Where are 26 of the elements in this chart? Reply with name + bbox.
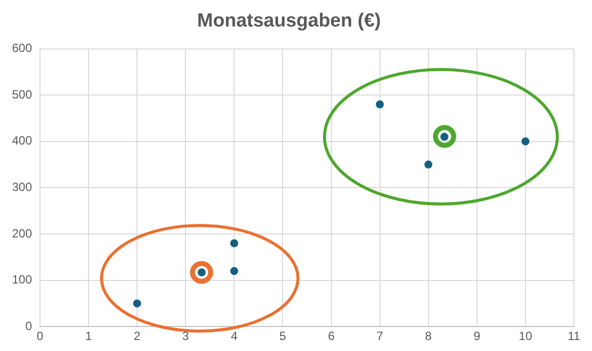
x-tick-label: 3 [182, 329, 190, 344]
x-tick-label: 4 [230, 329, 238, 344]
x-tick-label: 8 [425, 329, 432, 344]
x-tick-label: 2 [134, 329, 141, 344]
x-tick-label: 1 [85, 329, 92, 344]
point [133, 299, 142, 308]
y-tick-label: 200 [12, 226, 32, 240]
x-tick-label: 9 [474, 329, 481, 344]
y-tick-label: 0 [25, 318, 32, 333]
y-tick-label: 100 [12, 272, 32, 287]
point [230, 239, 238, 248]
y-tick-label: 300 [12, 180, 32, 194]
x-tick-label: 11 [568, 329, 581, 344]
y-tick-label: 400 [12, 134, 32, 148]
point [230, 267, 238, 276]
point [521, 137, 530, 146]
x-tick-label: 10 [518, 329, 532, 344]
point [376, 100, 384, 108]
y-tick-label: 600 [12, 41, 32, 56]
chart-title: Monatsausgaben (€) [197, 10, 381, 32]
x-tick-label: 7 [376, 329, 384, 344]
x-tick-label: 0 [36, 329, 44, 344]
point [424, 160, 432, 169]
x-tick-label: 5 [279, 329, 286, 344]
y-tick-label: 500 [12, 87, 32, 102]
x-tick-label: 6 [328, 329, 335, 344]
